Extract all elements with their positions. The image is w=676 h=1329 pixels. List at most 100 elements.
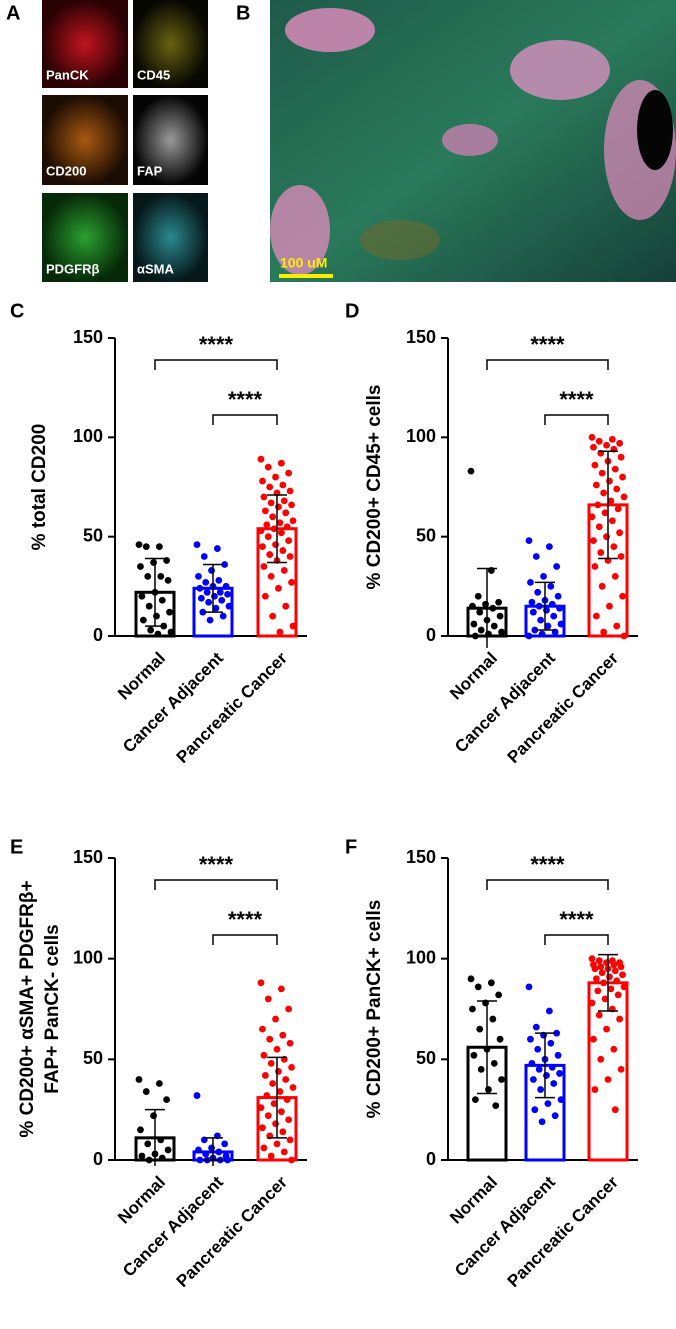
data-point: [288, 578, 295, 586]
x-tick-label: Normal: [114, 649, 169, 704]
data-point: [527, 578, 534, 586]
data-point: [276, 1088, 284, 1095]
data-point: [282, 602, 290, 610]
data-point: [595, 957, 603, 965]
data-point: [150, 1112, 157, 1120]
significance-label: ****: [559, 387, 594, 412]
data-point: [467, 975, 475, 983]
data-point: [195, 1146, 202, 1154]
data-point: [471, 632, 479, 640]
data-point: [498, 628, 505, 636]
data-point: [139, 616, 147, 624]
significance-label: ****: [530, 332, 565, 357]
data-point: [266, 1035, 274, 1043]
y-tick-label: 0: [426, 625, 436, 645]
data-point: [489, 604, 497, 612]
tissue-region: [510, 40, 610, 100]
significance-label: ****: [559, 907, 594, 932]
data-point: [525, 632, 533, 640]
data-point: [604, 1076, 612, 1083]
data-point: [260, 493, 268, 501]
data-point: [144, 573, 152, 580]
data-point: [279, 481, 287, 489]
data-point: [277, 459, 285, 467]
data-point: [264, 1112, 272, 1120]
panel-letter: B: [236, 2, 250, 24]
channel-tiles: PanCK CD45 CD200 FAP PDGFRβ αSMA: [42, 0, 208, 282]
data-point: [269, 612, 277, 620]
x-tick-label: Normal: [446, 1173, 501, 1228]
data-point: [531, 626, 539, 634]
data-point: [137, 563, 144, 570]
data-point: [619, 473, 626, 481]
channel-label: FAP: [137, 163, 163, 178]
data-point: [588, 955, 596, 963]
data-point: [477, 626, 485, 634]
data-point: [613, 485, 621, 493]
image-tile: [133, 0, 208, 88]
data-point: [142, 1088, 150, 1095]
x-tick-label: Pancreatic Cancer: [173, 1172, 292, 1291]
data-point: [619, 971, 626, 979]
data-point: [286, 553, 294, 560]
data-point: [277, 985, 285, 993]
significance-bracket: [486, 359, 609, 370]
data-point: [197, 594, 205, 602]
data-point: [597, 963, 605, 971]
data-point: [532, 1023, 540, 1031]
data-point: [193, 541, 201, 549]
data-point: [158, 596, 166, 604]
data-point: [261, 507, 269, 515]
data-point: [280, 567, 288, 574]
data-point: [285, 1116, 293, 1124]
y-axis-label: FAP+ PanCK- cells: [42, 924, 63, 1093]
data-point: [283, 523, 291, 531]
y-tick-label: 150: [406, 847, 436, 867]
data-point: [259, 1025, 266, 1033]
y-tick-label: 150: [406, 327, 436, 347]
data-point: [282, 509, 290, 517]
data-point: [164, 576, 172, 584]
significance-bracket: [544, 414, 609, 425]
data-point: [601, 995, 609, 1003]
y-tick-label: 0: [93, 1149, 103, 1169]
data-point: [288, 1156, 295, 1164]
y-tick-label: 100: [406, 947, 436, 967]
data-point: [164, 1146, 172, 1154]
y-tick-label: 50: [83, 1048, 103, 1068]
data-point: [525, 983, 533, 991]
data-point: [166, 608, 173, 616]
data-point: [600, 979, 608, 987]
data-point: [535, 1066, 543, 1073]
data-point: [157, 573, 165, 580]
data-point: [620, 632, 628, 640]
data-point: [200, 553, 208, 560]
data-point: [224, 590, 231, 598]
data-point: [275, 1068, 282, 1075]
data-point: [257, 527, 265, 535]
data-point: [213, 545, 221, 552]
data-point: [471, 1096, 479, 1103]
data-point: [495, 598, 503, 606]
data-point: [222, 582, 230, 590]
data-point: [495, 991, 503, 999]
image-tile: [133, 193, 208, 282]
data-point: [257, 979, 265, 987]
data-point: [279, 1128, 287, 1136]
data-point: [259, 1124, 266, 1132]
data-point: [498, 1076, 505, 1083]
data-point: [474, 592, 482, 600]
data-point: [470, 620, 478, 628]
x-tick-label: Pancreatic Cancer: [504, 1172, 623, 1291]
data-point: [610, 961, 618, 969]
data-point: [280, 497, 288, 505]
data-point: [594, 501, 602, 509]
data-point: [553, 1029, 561, 1037]
composite-image: 100 uM: [270, 0, 676, 282]
data-point: [267, 1152, 275, 1160]
data-point: [163, 1096, 171, 1103]
data-point: [264, 463, 272, 471]
data-point: [608, 435, 616, 443]
data-point: [611, 1106, 619, 1114]
